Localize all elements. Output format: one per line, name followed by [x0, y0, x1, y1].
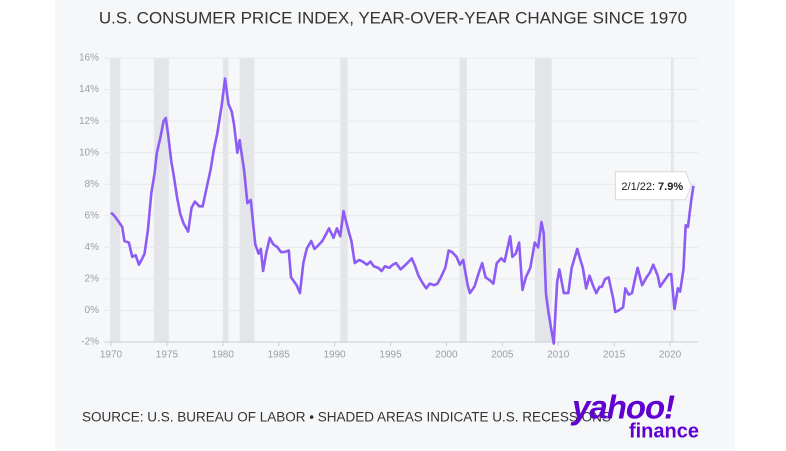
- annotation-date: 2/1/22:: [621, 181, 655, 193]
- x-tick-label: 1975: [156, 350, 179, 361]
- x-tick-label: 2000: [435, 350, 458, 361]
- y-tick-label: 6%: [85, 210, 100, 221]
- y-tick-label: 16%: [79, 53, 99, 64]
- logo-top: yahoo!: [570, 389, 675, 426]
- x-tick-label: 1990: [323, 350, 346, 361]
- recession-band: [459, 58, 467, 342]
- plot-area: -2% 0% 2% 4% 6% 8% 10% 12% 14% 16% 1970 1975 1980 198…: [79, 53, 698, 361]
- recession-band: [222, 58, 229, 342]
- x-tick-label: 1980: [212, 350, 235, 361]
- x-tick-label: 1970: [100, 350, 123, 361]
- y-tick-label: 2%: [85, 274, 100, 285]
- annotation-value: 7.9%: [658, 181, 683, 193]
- y-tick-label: 12%: [79, 116, 99, 127]
- x-tick-label: 2010: [547, 350, 570, 361]
- recession-band: [153, 58, 169, 342]
- annotation-box: [614, 171, 692, 201]
- logo-bottom: finance: [629, 420, 699, 442]
- annotation: 2/1/22: 7.9%: [614, 171, 692, 201]
- recession-band: [534, 58, 552, 342]
- annotation-text: 2/1/22: 7.9%: [621, 181, 683, 193]
- y-tick-label: 8%: [85, 179, 100, 190]
- x-tick-label: 2020: [659, 350, 682, 361]
- y-tick-label: 10%: [79, 147, 99, 158]
- recession-band: [340, 58, 348, 342]
- y-tick-label: 4%: [85, 242, 100, 253]
- chart-title: U.S. CONSUMER PRICE INDEX, YEAR-OVER-YEA…: [99, 8, 687, 27]
- x-tick-label: 1995: [379, 350, 402, 361]
- x-tick-label: 2005: [491, 350, 514, 361]
- cpi-line: [110, 77, 695, 345]
- source-note: SOURCE: U.S. BUREAU OF LABOR • SHADED AR…: [82, 410, 611, 425]
- y-tick-label: -2%: [81, 337, 99, 348]
- x-tick-label: 1985: [268, 350, 291, 361]
- recession-band: [110, 58, 121, 342]
- x-tick-label: 2015: [603, 350, 626, 361]
- y-tick-label: 0%: [85, 305, 100, 316]
- y-tick-label: 14%: [79, 84, 99, 95]
